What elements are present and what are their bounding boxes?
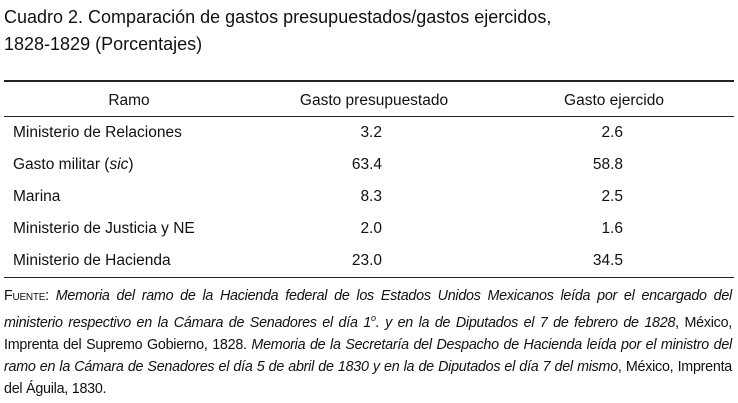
cell-text: sic <box>109 156 129 173</box>
header-cell: Gasto presupuestado <box>299 91 449 109</box>
source-text: , México, Imprenta del Águila, 1830. <box>4 358 733 397</box>
table-cell: 2.0 <box>360 220 382 237</box>
top-rule <box>4 80 734 82</box>
table-cell: 58.8 <box>592 156 623 173</box>
table-cell: Ministerio de Justicia y NE <box>13 220 195 237</box>
source-text: Memoria del ramo de la Hacienda federal … <box>4 288 732 331</box>
table-cell: 2.6 <box>601 124 623 141</box>
header-row: Ramo Gasto presupuestado Gasto ejercido <box>4 84 734 117</box>
source-label: Fuente: <box>4 288 49 304</box>
table-cell: Gasto militar (sic) <box>4 149 254 181</box>
title-line: 1828-1829 (Porcentajes) <box>4 34 203 54</box>
header-cell: Ramo <box>108 91 150 109</box>
table-cell: 34.5 <box>592 252 623 269</box>
table-row: Ministerio de Justicia y NE 2.0 1.6 <box>4 213 734 245</box>
table-row: Gasto militar (sic) 63.4 58.8 <box>4 149 734 181</box>
source-text: Memoria de la Secretaría del Despacho de… <box>4 336 732 375</box>
table-cell: Marina <box>13 188 61 205</box>
bottom-rule <box>4 277 734 278</box>
table-cell: 1.6 <box>601 220 623 237</box>
header-cell: Gasto ejercido <box>564 91 664 109</box>
source-text: . y en la de Diputados el 7 de febrero d… <box>375 314 676 331</box>
table-row: Ministerio de Hacienda 23.0 34.5 <box>4 245 734 277</box>
header-rule <box>4 116 734 117</box>
table-row: Ministerio de Relaciones 3.2 2.6 <box>4 117 734 149</box>
source-note: Fuente: Memoria del ramo de la Hacienda … <box>4 285 732 400</box>
cell-text: Gasto militar ( <box>13 156 110 173</box>
table-cell: 23.0 <box>351 252 382 269</box>
table-cell: 2.5 <box>601 188 623 205</box>
source-text: , México, Imprenta del Supremo Gobierno,… <box>4 314 732 353</box>
title-line: Cuadro 2. Comparación de gastos presupue… <box>4 7 552 27</box>
source-text: o <box>370 313 376 323</box>
table-cell: 63.4 <box>351 156 382 173</box>
title: Cuadro 2. Comparación de gastos presupue… <box>4 4 551 58</box>
table: Ramo Gasto presupuestado Gasto ejercido … <box>4 84 734 277</box>
table-row: Marina 8.3 2.5 <box>4 181 734 213</box>
table-cell: Ministerio de Relaciones <box>13 124 182 141</box>
table-cell: Ministerio de Hacienda <box>13 252 171 269</box>
table-cell: 8.3 <box>360 188 382 205</box>
table-cell: 3.2 <box>360 124 382 141</box>
cell-text: ) <box>128 156 134 173</box>
